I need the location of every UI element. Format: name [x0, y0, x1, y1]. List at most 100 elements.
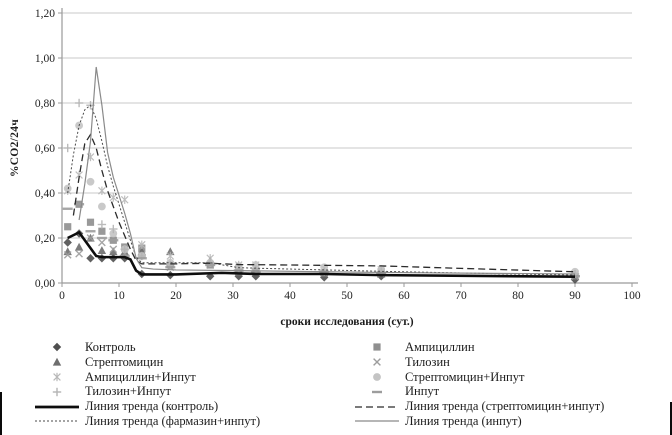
dotted-line-icon [32, 415, 82, 427]
x-marker [98, 238, 106, 247]
legend-label: Тилозин [405, 354, 450, 369]
legend-item-trend-farmazin-input: Линия тренда (фармазин+инпут) [32, 414, 352, 429]
square-marker [64, 223, 72, 231]
legend-glyph [35, 420, 79, 422]
star-marker-icon [32, 371, 82, 383]
legend-item-input: Инпут [352, 384, 662, 399]
triangle-marker-icon [32, 356, 82, 368]
legend-item-trend-kontrol: Линия тренда (контроль) [32, 399, 352, 414]
legend-glyph [373, 358, 381, 367]
plus-marker [74, 98, 84, 108]
triangle-marker [74, 242, 84, 251]
legend-item-tilozin-input: Тилозин+Инпут [32, 384, 352, 399]
legend-label: Ампициллин [405, 339, 475, 354]
square-marker [86, 218, 95, 226]
x-marker [63, 250, 72, 259]
x-marker [86, 234, 95, 242]
x-axis-title: сроки исследования (сут.) [280, 316, 414, 328]
circle-marker [63, 184, 72, 193]
legend-item-ampicillin-input: Ампициллин+Инпут [32, 370, 352, 385]
legend-column-left: Контроль Стрептомицин Ампициллин+Инпут Т… [32, 340, 352, 429]
thin-solid-line-icon [352, 415, 402, 427]
diamond-marker [52, 343, 62, 352]
legend-label: Тилозин+Инпут [85, 384, 171, 399]
legend-glyph [52, 343, 62, 352]
plus-marker [63, 143, 72, 153]
legend-glyph [35, 405, 79, 408]
plus-marker [120, 245, 129, 254]
trend-line-thick-solid [67, 230, 576, 278]
y-tick-label: 0,00 [35, 278, 55, 290]
circle-marker-icon [352, 371, 402, 383]
diamond-marker [86, 254, 95, 263]
star-marker [53, 372, 61, 382]
x-tick-label: 70 [455, 290, 467, 302]
circle-marker [373, 373, 381, 381]
scan-edge-artifact-left [0, 392, 2, 435]
x-tick-label: 80 [512, 290, 524, 302]
star-marker [109, 193, 118, 202]
trend-line-dashed [72, 133, 576, 273]
x-tick-label: 10 [113, 290, 125, 302]
legend-label: Линия тренда (фармазин+инпут) [85, 413, 261, 428]
star-marker [166, 251, 175, 261]
diamond-marker-icon [32, 341, 82, 353]
plus-marker [97, 220, 107, 229]
legend-label: Ампициллин+Инпут [85, 369, 196, 384]
legend-label: Линия тренда (контроль) [85, 399, 219, 414]
x-tick-label: 20 [170, 290, 182, 302]
star-marker [98, 186, 106, 195]
square-marker-icon [352, 341, 402, 353]
legend-glyph [373, 373, 381, 381]
legend-item-streptomicin: Стрептомицин [32, 355, 352, 370]
legend-glyph [355, 405, 399, 408]
circle-marker [86, 177, 95, 186]
dashed-line-icon [352, 401, 402, 413]
legend-label: Линия тренда (инпут) [405, 413, 522, 428]
x-tick-label: 40 [284, 290, 296, 302]
legend-glyph [52, 387, 62, 396]
square-marker [98, 227, 106, 235]
legend-item-tilozin: Тилозин [352, 355, 662, 370]
circle-marker [109, 229, 118, 238]
legend-item-kontrol: Контроль [32, 340, 352, 355]
y-tick-label: 0,20 [35, 233, 55, 245]
x-tick-label: 100 [623, 290, 641, 302]
square-marker [373, 343, 381, 351]
x-marker [75, 249, 83, 258]
circle-marker [98, 202, 106, 211]
legend-label: Контроль [85, 339, 136, 354]
x-marker [373, 358, 381, 367]
series-circle [63, 121, 579, 276]
legend-label: Стрептомицин [85, 354, 164, 369]
legend-glyph [373, 343, 381, 351]
thick-solid-line-icon [32, 401, 82, 413]
legend-column-right: Ампициллин Тилозин Стрептомицин+Инпут Ин… [352, 340, 662, 429]
legend-item-ampicillin: Ампициллин [352, 340, 662, 355]
y-tick-label: 0,40 [35, 188, 55, 200]
y-tick-label: 0,60 [35, 143, 55, 155]
legend-label: Инпут [405, 384, 440, 399]
plus-marker-icon [32, 386, 82, 398]
x-marker-icon [352, 356, 402, 368]
legend-glyph [372, 390, 382, 393]
legend-glyph [53, 372, 61, 382]
plus-marker [109, 224, 118, 234]
legend-glyph [355, 420, 399, 422]
star-marker [137, 240, 146, 249]
legend-item-streptomicin-input: Стрептомицин+Инпут [352, 370, 662, 385]
dash-marker-icon [352, 386, 402, 398]
legend: Контроль Стрептомицин Ампициллин+Инпут Т… [32, 340, 662, 429]
diamond-marker [63, 238, 72, 247]
legend-item-trend-streptomicin-input: Линия тренда (стрептомицин+инпут) [352, 399, 662, 414]
y-tick-label: 0,80 [35, 98, 55, 110]
legend-glyph [52, 357, 62, 366]
y-axis-title: %СО2/24ч [9, 118, 21, 178]
legend-label: Линия тренда (стрептомицин+инпут) [405, 399, 605, 414]
legend-item-trend-input: Линия тренда (инпут) [352, 414, 662, 429]
triangle-marker [52, 357, 62, 366]
scan-edge-artifact-right [670, 402, 672, 435]
x-tick-label: 0 [59, 290, 65, 302]
trend-line-thin-solid [78, 66, 576, 275]
